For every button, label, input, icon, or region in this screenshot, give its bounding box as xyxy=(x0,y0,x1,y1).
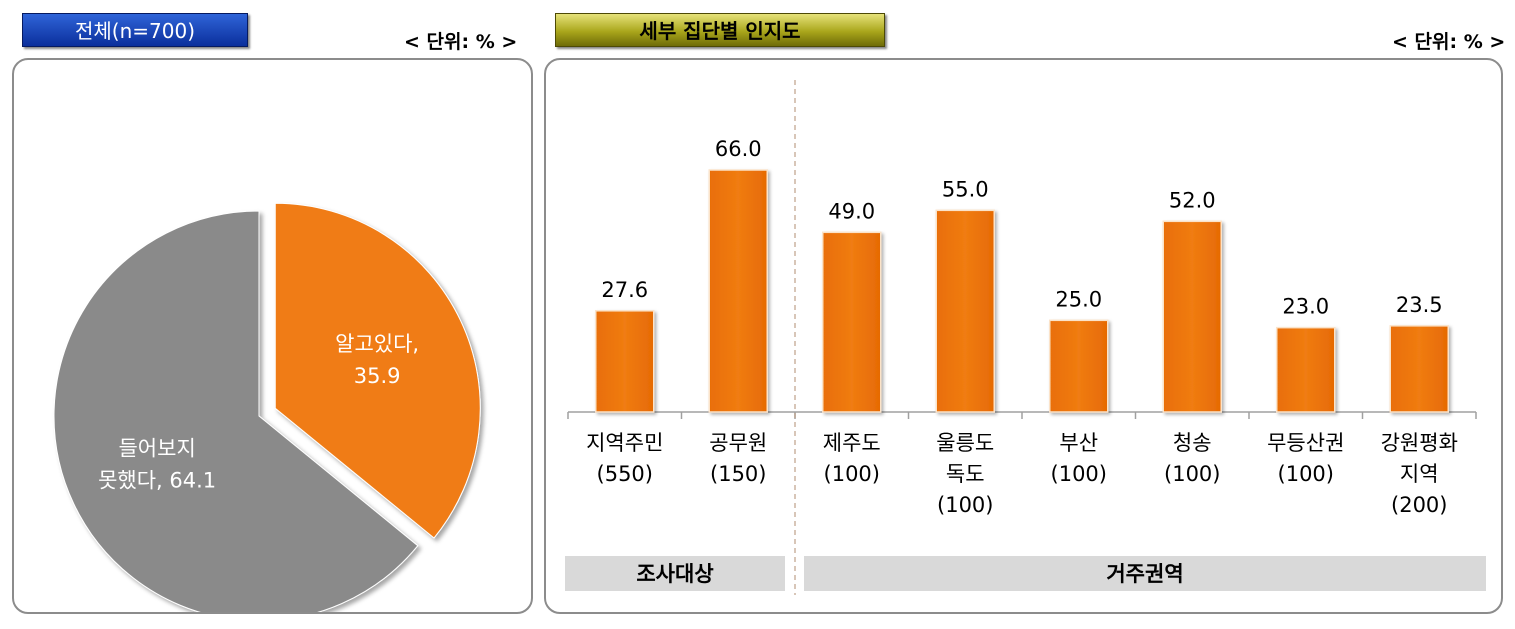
category-label: 부산 xyxy=(1059,431,1098,455)
pie-slice-label: 35.9 xyxy=(354,364,401,388)
bar-value-label: 66.0 xyxy=(715,137,762,161)
bar-3 xyxy=(935,209,995,413)
pie-slice-0 xyxy=(274,202,481,539)
bar-7 xyxy=(1389,325,1449,413)
category-label: 강원평화 xyxy=(1381,431,1458,455)
category-label: 공무원 xyxy=(709,431,767,455)
category-label: (100) xyxy=(1164,462,1220,486)
pie-slice-1 xyxy=(53,210,419,612)
category-label: 지역주민 xyxy=(586,431,663,455)
pie-chart-title: 전체(n=700) xyxy=(22,13,248,47)
group-band-0 xyxy=(565,556,785,591)
pie-slice-label: 알고있다, xyxy=(335,332,419,356)
category-label: (550) xyxy=(597,462,653,486)
bar-value-label: 52.0 xyxy=(1169,188,1216,212)
category-label: (100) xyxy=(824,462,880,486)
pie-slice-label: 들어보지 xyxy=(118,436,195,460)
bar-0 xyxy=(595,310,655,413)
bar-chart-title: 세부 집단별 인지도 xyxy=(555,13,885,47)
category-label: 지역 xyxy=(1400,462,1439,486)
bar-value-label: 27.6 xyxy=(601,278,648,302)
group-label: 거주권역 xyxy=(1106,562,1183,586)
bar-1 xyxy=(708,169,768,413)
bar-4 xyxy=(1049,319,1109,413)
category-label: (100) xyxy=(1051,462,1107,486)
bar-value-label: 55.0 xyxy=(942,177,989,201)
category-label: (100) xyxy=(937,493,993,517)
group-band-1 xyxy=(804,556,1486,591)
bar-2 xyxy=(822,231,882,413)
category-label: 울릉도 xyxy=(936,431,994,455)
bar-value-label: 49.0 xyxy=(828,199,875,223)
category-label: (150) xyxy=(710,462,766,486)
group-label: 조사대상 xyxy=(636,562,713,586)
bar-6 xyxy=(1276,326,1336,413)
pie-slice-label: 못했다, 64.1 xyxy=(98,468,216,492)
category-label: 무등산권 xyxy=(1267,431,1344,455)
category-label: 청송 xyxy=(1173,431,1212,455)
bar-chart: 27.6 지역주민 (550) 66.0 공무원 (150) 49.0 제주도 (100) 55.… xyxy=(565,80,1486,595)
bar-5 xyxy=(1162,220,1222,413)
category-label: 독도 xyxy=(946,462,985,486)
bar-chart-panel: 27.6 지역주민 (550) 66.0 공무원 (150) 49.0 제주도 (100) 55.… xyxy=(544,58,1503,614)
pie-unit-label: < 단위: % > xyxy=(404,31,518,53)
bar-unit-label: < 단위: % > xyxy=(1392,31,1506,53)
category-label: (200) xyxy=(1391,493,1447,517)
bar-value-label: 23.5 xyxy=(1396,293,1443,317)
category-label: 제주도 xyxy=(823,431,881,455)
bar-value-label: 25.0 xyxy=(1055,287,1102,311)
bar-value-label: 23.0 xyxy=(1282,295,1329,319)
category-label: (100) xyxy=(1278,462,1334,486)
